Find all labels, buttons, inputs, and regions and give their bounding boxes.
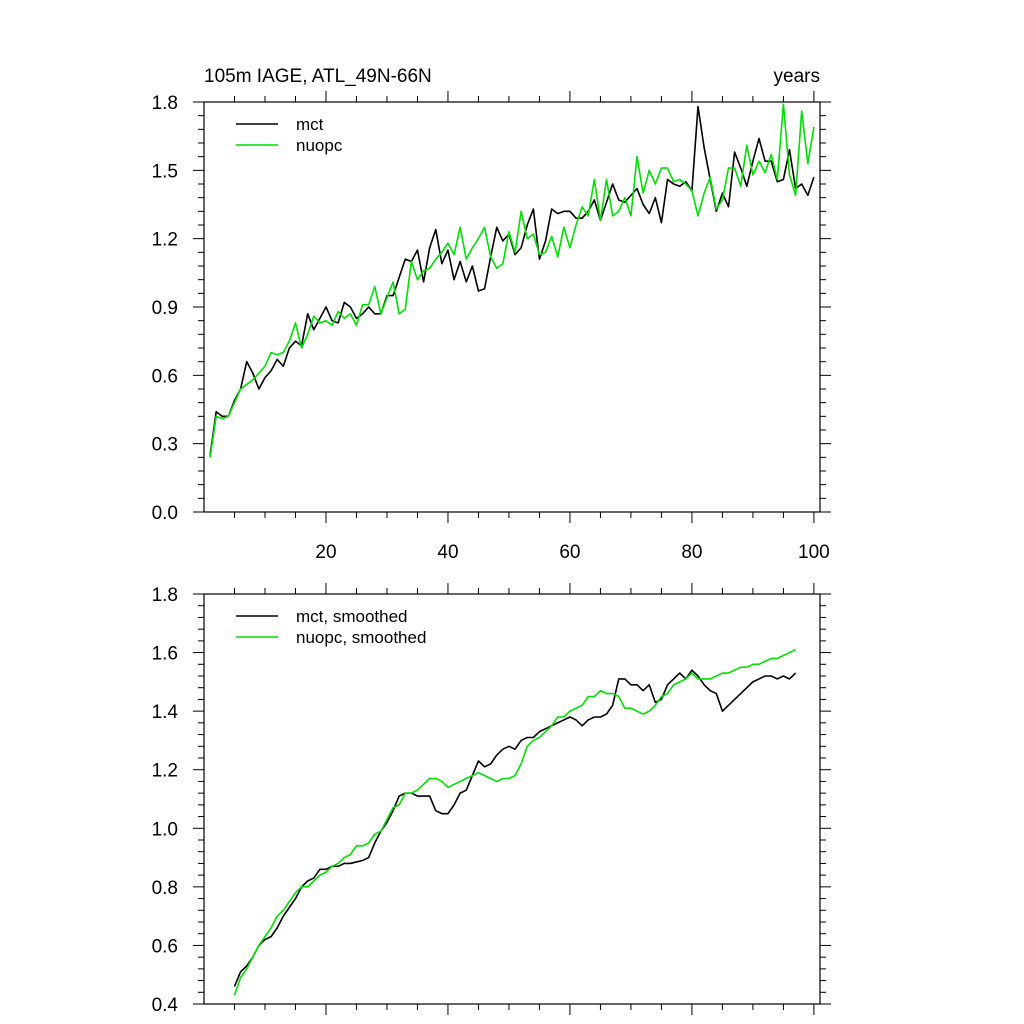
bottom-plot-frame	[203, 593, 821, 1005]
bottom-legend: mct, smoothed nuopc, smoothed	[236, 607, 426, 647]
top-plot-frame	[203, 101, 821, 513]
y-tick-label: 1.0	[152, 819, 178, 840]
series-line-mct	[209, 105, 815, 456]
legend-label: mct	[296, 115, 324, 134]
y-tick-label: 1.2	[152, 761, 178, 782]
y-tick-label: 0.9	[152, 298, 178, 319]
y-tick-label: 0.3	[152, 435, 178, 456]
y-tick-label: 1.8	[152, 585, 178, 606]
x-tick-label: 80	[681, 542, 702, 563]
series-line-nuopc-smoothed	[233, 648, 796, 996]
y-tick-label: 0.8	[152, 878, 178, 899]
x-tick-label: 40	[437, 542, 458, 563]
series-line-nuopc	[209, 103, 815, 458]
y-tick-label: 1.8	[152, 93, 178, 114]
top-panel: 105m IAGE, ATL_49N-66N years 20 40 60 80 100…	[152, 66, 831, 563]
x-tick-label: 100	[798, 542, 830, 563]
legend-label: nuopc, smoothed	[296, 628, 426, 647]
y-tick-label: 1.6	[152, 644, 178, 665]
legend-label: nuopc	[296, 136, 343, 155]
top-legend: mct nuopc	[236, 115, 343, 155]
y-tick-label: 1.2	[152, 230, 178, 251]
legend-label: mct, smoothed	[296, 607, 408, 626]
x-tick-label: 20	[315, 542, 336, 563]
bottom-panel: 0.4 0.6 0.8 1.0 1.2 1.4 1.6 1.8 mct, smoothed nu…	[152, 583, 831, 1016]
chart-title: 105m IAGE, ATL_49N-66N	[204, 66, 432, 87]
series-line-mct-smoothed	[233, 669, 797, 987]
x-tick-label: 60	[559, 542, 580, 563]
y-tick-label: 1.4	[152, 702, 179, 723]
y-tick-label: 0.6	[152, 936, 178, 957]
y-tick-label: 1.5	[152, 161, 178, 182]
y-tick-label: 0.0	[152, 503, 178, 524]
y-tick-label: 0.6	[152, 366, 178, 387]
y-tick-label: 0.4	[152, 995, 179, 1016]
chart-title-units: years	[774, 66, 820, 87]
